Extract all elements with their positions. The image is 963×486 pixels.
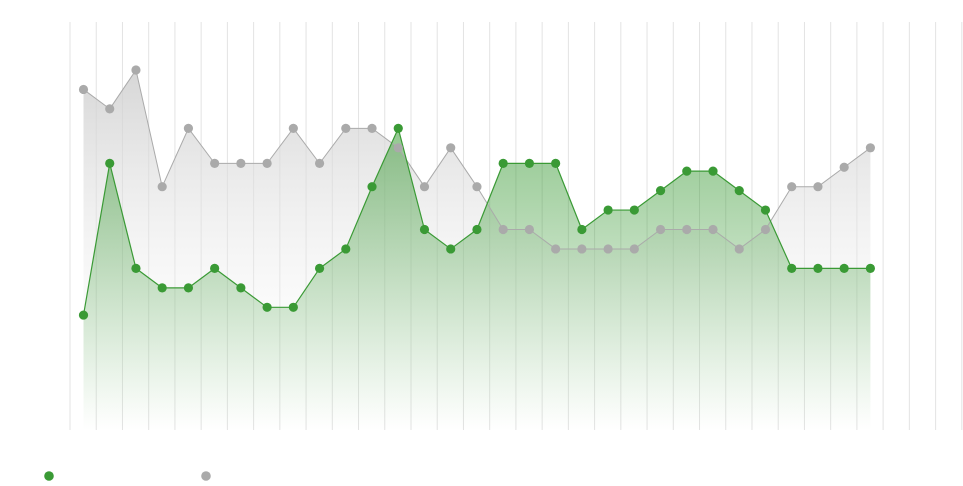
series-1-point[interactable] bbox=[577, 244, 587, 254]
series-1-point[interactable] bbox=[262, 158, 272, 168]
series-2-point[interactable] bbox=[157, 283, 167, 293]
series-1-point[interactable] bbox=[865, 143, 876, 153]
series-areas bbox=[83, 70, 871, 431]
series-2-point[interactable] bbox=[341, 244, 351, 254]
series-1-point[interactable] bbox=[787, 182, 797, 192]
series-1-point[interactable] bbox=[524, 224, 535, 235]
series-2-point[interactable] bbox=[288, 302, 298, 312]
series-2-point[interactable] bbox=[603, 205, 613, 215]
series-1-point[interactable] bbox=[498, 224, 508, 235]
legend bbox=[44, 471, 211, 481]
series-2-point[interactable] bbox=[577, 224, 587, 235]
series-2-point[interactable] bbox=[262, 302, 272, 312]
series-2-point[interactable] bbox=[183, 283, 194, 293]
series-2-point[interactable] bbox=[78, 310, 89, 320]
series-2-point[interactable] bbox=[865, 263, 876, 273]
series-1-point[interactable] bbox=[419, 182, 430, 192]
series-1-point[interactable] bbox=[839, 162, 849, 172]
series-2-point[interactable] bbox=[105, 158, 115, 168]
legend-item[interactable] bbox=[44, 471, 54, 481]
series-1-point[interactable] bbox=[78, 84, 89, 95]
legend-item[interactable] bbox=[201, 471, 211, 481]
series-2-point[interactable] bbox=[655, 186, 666, 196]
series-2-point[interactable] bbox=[708, 166, 718, 176]
series-2-area bbox=[83, 128, 871, 431]
series-1-point[interactable] bbox=[131, 65, 141, 75]
series-1-point[interactable] bbox=[655, 224, 666, 235]
series-2-point[interactable] bbox=[419, 224, 430, 235]
series-1-point[interactable] bbox=[603, 244, 613, 254]
series-2-point[interactable] bbox=[131, 263, 141, 273]
series-2-point[interactable] bbox=[551, 158, 561, 168]
series-1-point[interactable] bbox=[210, 158, 220, 168]
series-1-point[interactable] bbox=[551, 244, 561, 254]
series-2-point[interactable] bbox=[210, 263, 220, 273]
series-1-point[interactable] bbox=[367, 123, 377, 133]
series-2-point[interactable] bbox=[839, 263, 849, 273]
series-2-point[interactable] bbox=[734, 186, 744, 196]
series-1-point[interactable] bbox=[813, 182, 823, 192]
series-1-point[interactable] bbox=[341, 123, 351, 133]
series-2-point[interactable] bbox=[236, 283, 246, 293]
series-2-point[interactable] bbox=[314, 263, 325, 273]
series-2-point[interactable] bbox=[446, 244, 456, 254]
series-1-point[interactable] bbox=[183, 123, 194, 133]
series-1-point[interactable] bbox=[629, 244, 639, 254]
series-1-point[interactable] bbox=[760, 224, 771, 235]
legend-marker-icon bbox=[44, 471, 54, 481]
series-2-point[interactable] bbox=[813, 263, 823, 273]
series-points bbox=[78, 65, 876, 320]
series-1-point[interactable] bbox=[682, 224, 692, 235]
series-1-point[interactable] bbox=[446, 143, 456, 153]
series-2-point[interactable] bbox=[682, 166, 692, 176]
series-1-point[interactable] bbox=[393, 143, 403, 153]
series-2-point[interactable] bbox=[393, 123, 403, 133]
series-1-point[interactable] bbox=[472, 182, 482, 192]
series-2-point[interactable] bbox=[629, 205, 639, 215]
series-2-point[interactable] bbox=[787, 263, 797, 273]
legend-marker-icon bbox=[201, 471, 211, 481]
series-2-point[interactable] bbox=[498, 158, 508, 168]
series-1-point[interactable] bbox=[157, 182, 167, 192]
series-2-point[interactable] bbox=[760, 205, 771, 215]
series-1-point[interactable] bbox=[314, 158, 325, 168]
series-1-point[interactable] bbox=[288, 123, 298, 133]
series-1-point[interactable] bbox=[734, 244, 744, 254]
series-2-point[interactable] bbox=[367, 182, 377, 192]
series-1-point[interactable] bbox=[708, 224, 718, 235]
series-2-point[interactable] bbox=[472, 224, 482, 235]
series-1-point[interactable] bbox=[236, 158, 246, 168]
series-2-point[interactable] bbox=[524, 158, 535, 168]
series-1-point[interactable] bbox=[105, 104, 115, 114]
